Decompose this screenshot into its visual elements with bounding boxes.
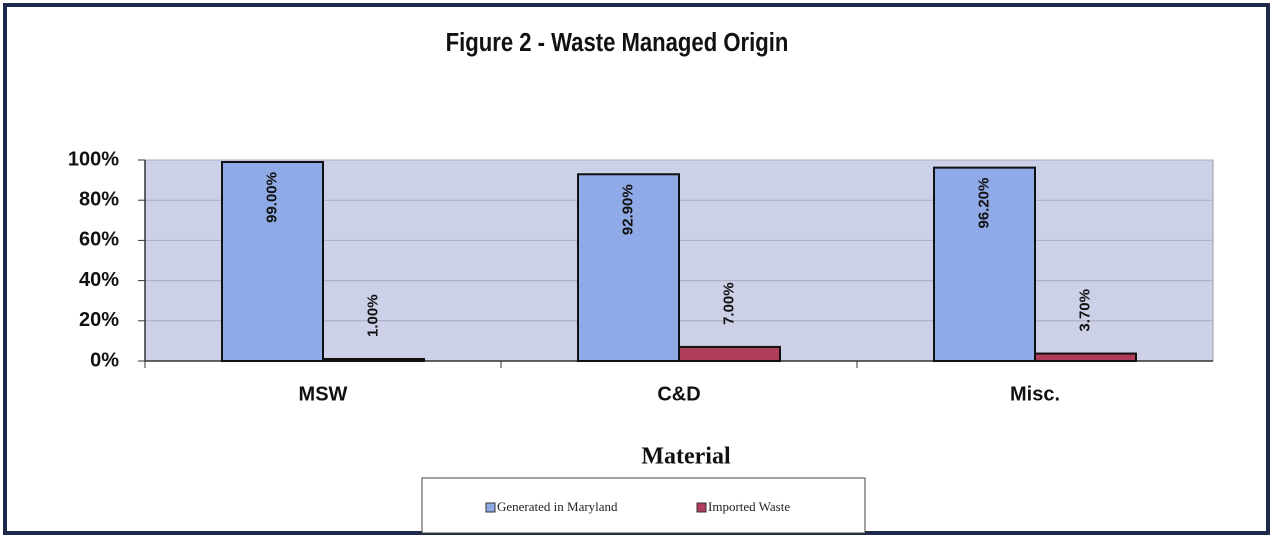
value-label: 3.70% (1076, 289, 1093, 332)
bar (577, 173, 680, 362)
bar (221, 161, 324, 362)
legend-label: Generated in Maryland (497, 499, 618, 514)
value-label: 1.00% (364, 294, 381, 337)
chart-title: Figure 2 - Waste Managed Origin (446, 28, 789, 57)
bar (322, 357, 425, 362)
x-tick-label: MSW (299, 383, 348, 405)
x-tick-label: C&D (657, 383, 700, 405)
legend-box (421, 477, 866, 534)
x-axis-title: Material (641, 444, 731, 470)
legend-swatch (696, 502, 707, 513)
bar (933, 166, 1036, 362)
bar (678, 345, 781, 362)
bar (1034, 352, 1137, 362)
y-tick-label: 60% (79, 229, 119, 251)
y-tick-label: 0% (90, 349, 119, 371)
y-tick-label: 20% (79, 309, 119, 331)
legend-label: Imported Waste (708, 499, 790, 514)
value-label: 92.90% (619, 184, 636, 235)
value-label: 99.00% (263, 172, 280, 223)
y-tick-label: 100% (68, 148, 119, 170)
value-label: 7.00% (720, 282, 737, 325)
legend-swatch (485, 502, 496, 513)
y-tick-label: 40% (79, 269, 119, 291)
y-tick-label: 80% (79, 188, 119, 210)
x-tick-label: Misc. (1010, 383, 1060, 405)
value-label: 96.20% (975, 178, 992, 229)
